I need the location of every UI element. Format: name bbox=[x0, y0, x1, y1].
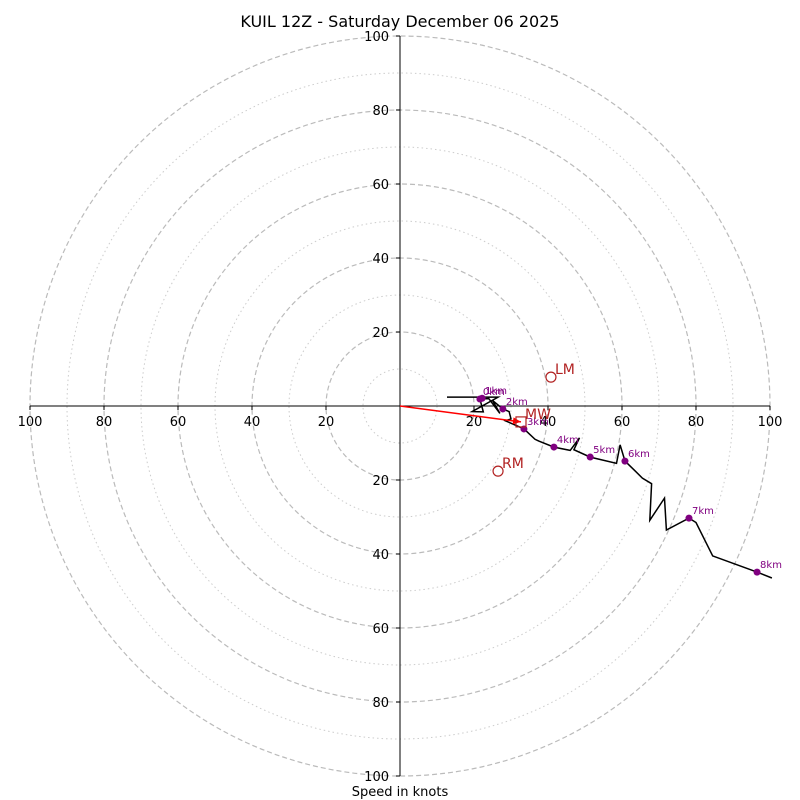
y-tick-label: 100 bbox=[364, 30, 389, 45]
height-marker-6km bbox=[621, 457, 629, 465]
storm-motion-marker-rm bbox=[492, 465, 504, 477]
y-tick-label: 80 bbox=[372, 104, 389, 119]
x-tick-label: 40 bbox=[244, 415, 261, 430]
y-tick-label: 60 bbox=[372, 178, 389, 193]
y-tick-label: 80 bbox=[372, 696, 389, 711]
height-label-3km: 3km bbox=[527, 417, 549, 428]
shear-vector-line bbox=[399, 405, 522, 423]
shear-vector bbox=[399, 405, 522, 425]
height-label-5km: 5km bbox=[593, 445, 615, 456]
x-tick-label: 100 bbox=[18, 415, 43, 430]
x-tick-label: 80 bbox=[688, 415, 705, 430]
height-marker-5km bbox=[586, 453, 594, 461]
y-tick-label: 20 bbox=[372, 474, 389, 489]
height-label-1km: 1km bbox=[485, 386, 507, 397]
height-marker-1km bbox=[478, 394, 486, 402]
height-marker-8km bbox=[753, 568, 761, 576]
x-tick-label: 80 bbox=[96, 415, 113, 430]
storm-motions: LM RM MW bbox=[492, 362, 575, 477]
height-marker-4km bbox=[550, 443, 558, 451]
x-tick-label: 100 bbox=[758, 415, 783, 430]
height-label-8km: 8km bbox=[760, 560, 782, 571]
y-tick-label: 20 bbox=[372, 326, 389, 341]
height-label-2km: 2km bbox=[506, 397, 528, 408]
y-tick-label: 100 bbox=[364, 770, 389, 785]
y-tick-label: 40 bbox=[372, 252, 389, 267]
storm-motion-label-rm: RM bbox=[502, 456, 524, 472]
storm-motion-label-lm: LM bbox=[555, 362, 575, 378]
height-label-4km: 4km bbox=[557, 435, 579, 446]
storm-motion-marker-mw bbox=[515, 416, 527, 428]
height-label-6km: 6km bbox=[628, 449, 650, 460]
hodograph-line bbox=[447, 396, 773, 579]
x-tick-label: 60 bbox=[170, 415, 187, 430]
tick-labels: 100 80 60 40 20 20 40 60 80 100 100 80 60 40 20 20 40 60 8… bbox=[18, 30, 783, 785]
x-tick-label: 60 bbox=[614, 415, 631, 430]
x-tick-label: 20 bbox=[318, 415, 335, 430]
storm-motion-marker-lm bbox=[545, 371, 557, 383]
chart-title: KUIL 12Z - Saturday December 06 2025 bbox=[240, 12, 559, 31]
height-label-0km: 0km bbox=[483, 387, 505, 398]
height-marker-7km bbox=[685, 514, 693, 522]
height-label-7km: 7km bbox=[692, 506, 714, 517]
shear-arrowhead bbox=[512, 417, 521, 425]
height-marker-2km bbox=[499, 405, 507, 413]
x-axis-label: Speed in knots bbox=[352, 785, 449, 800]
storm-motion-label-mw: MW bbox=[525, 407, 551, 423]
x-tick-label: 40 bbox=[540, 415, 557, 430]
y-tick-label: 60 bbox=[372, 622, 389, 637]
y-tick-label: 40 bbox=[372, 548, 389, 563]
hodograph-trace bbox=[447, 396, 773, 579]
x-tick-label: 20 bbox=[466, 415, 483, 430]
